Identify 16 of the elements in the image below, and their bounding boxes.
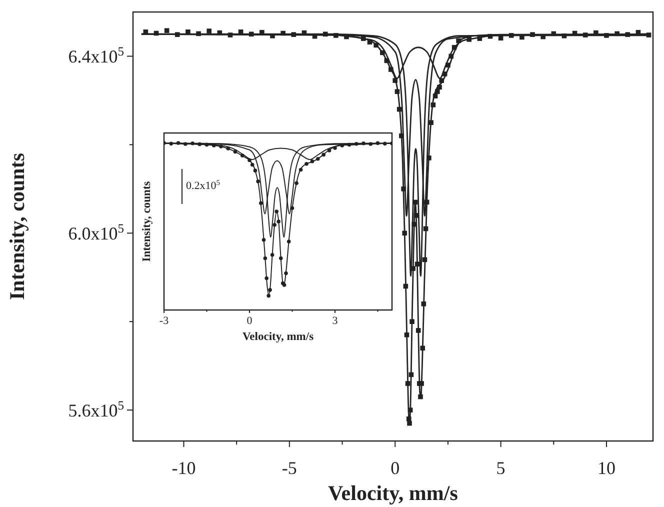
y-tick-label: 5.6x10$^{5}$: [68, 398, 124, 420]
x-axis-title: Velocity, mm/s: [328, 481, 458, 505]
y-axis-title: Intensity, counts: [5, 152, 29, 300]
x-tick-label: 3: [332, 315, 338, 327]
x-tick-label: 0: [246, 315, 253, 327]
x-tick-label: 10: [597, 458, 616, 478]
x-tick-label: -5: [282, 458, 297, 478]
x-tick-label: -3: [159, 315, 170, 327]
annotation: 0.2x10$^{5}$: [186, 178, 220, 192]
y-tick-label: 6.4x10$^{5}$: [68, 44, 124, 67]
y-axis-title: Intensity, counts: [141, 180, 153, 262]
x-tick-label: -10: [172, 458, 196, 478]
x-axis-title: Velocity, mm/s: [242, 331, 314, 343]
x-tick-label: 5: [496, 458, 506, 478]
y-tick-label: 6.0x10$^{5}$: [68, 221, 124, 244]
x-tick-label: 0: [390, 458, 400, 478]
